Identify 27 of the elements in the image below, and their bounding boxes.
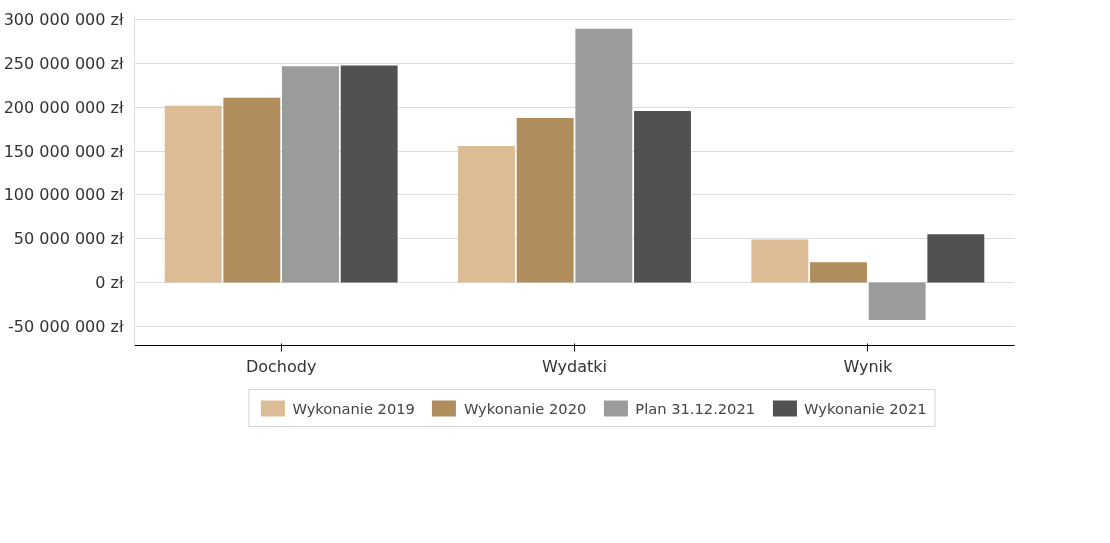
legend-label: Wykonanie 2020 xyxy=(463,399,587,417)
y-tick-label: 100 000 000 zł xyxy=(3,185,124,205)
bar xyxy=(751,239,809,283)
bar xyxy=(340,65,398,283)
bar xyxy=(516,117,574,283)
y-tick-label: 0 zł xyxy=(95,272,124,292)
y-tick-label: 150 000 000 zł xyxy=(3,141,124,161)
y-tick-label: 250 000 000 zł xyxy=(3,54,124,74)
bar xyxy=(927,234,985,283)
x-tick-label: Wydatki xyxy=(542,356,607,376)
y-tick-label: 200 000 000 zł xyxy=(3,97,124,117)
bar xyxy=(868,282,926,321)
bar xyxy=(164,105,222,283)
x-tick-label: Wynik xyxy=(843,356,893,376)
y-tick-label: 50 000 000 zł xyxy=(13,229,124,249)
legend-label: Wykonanie 2021 xyxy=(804,399,927,417)
bar xyxy=(575,28,633,283)
legend-label: Plan 31.12.2021 xyxy=(635,399,756,417)
legend-label: Wykonanie 2019 xyxy=(292,399,415,417)
bar xyxy=(282,66,339,283)
bar xyxy=(810,262,867,283)
bar xyxy=(223,97,281,283)
y-tick-label: 300 000 000 zł xyxy=(3,10,124,30)
y-tick-label: -50 000 000 zł xyxy=(8,316,124,336)
bar xyxy=(634,110,691,283)
x-tick-label: Dochody xyxy=(245,356,317,376)
bar xyxy=(458,145,515,283)
